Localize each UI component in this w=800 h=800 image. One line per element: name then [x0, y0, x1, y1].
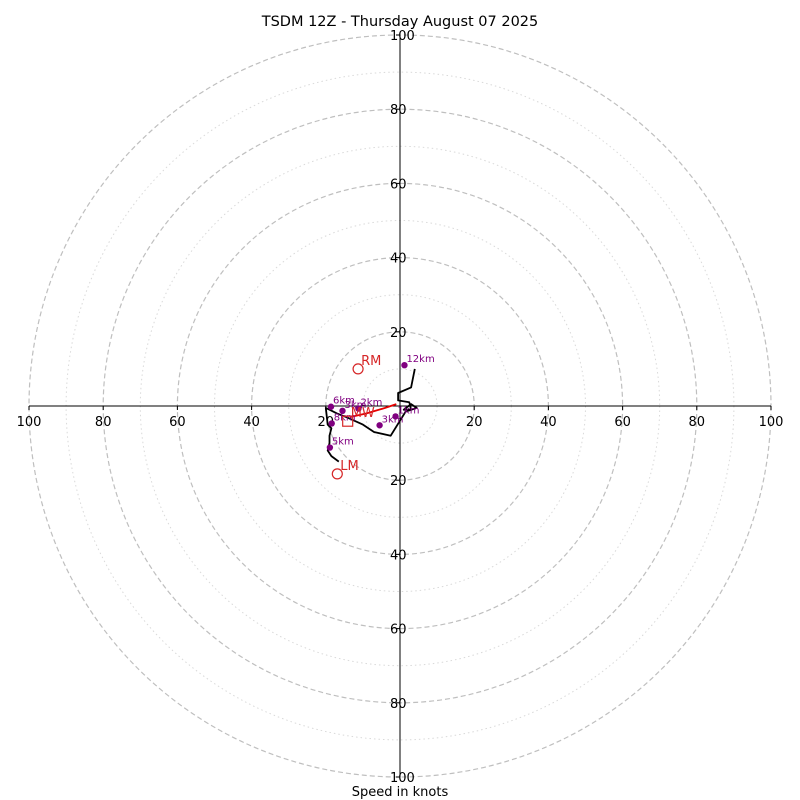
height-marker-dot	[401, 361, 408, 369]
x-tick-label: 100	[17, 415, 42, 430]
storm-motion-marker	[331, 468, 343, 480]
y-tick-label: 100	[390, 771, 415, 786]
storm-motion-marker	[352, 363, 364, 375]
height-marker-label: 3km	[344, 400, 366, 411]
y-tick-label: 100	[390, 29, 415, 44]
height-marker-dot	[328, 420, 335, 427]
height-marker-label: 2km	[360, 398, 382, 409]
x-tick-label: 60	[614, 415, 631, 430]
height-marker-label: 8km	[334, 412, 356, 423]
y-tick-label: 60	[390, 623, 407, 638]
y-tick-label: 80	[390, 103, 407, 118]
y-tick-label: 40	[390, 548, 407, 563]
wind-traces	[324, 368, 418, 463]
height-marker-dot	[327, 403, 335, 410]
storm-motion-label: RM	[361, 354, 381, 369]
tick-labels: 1001008080606040402020202040406060808010…	[17, 29, 784, 786]
x-tick-label: 80	[95, 415, 112, 430]
height-marker-dot	[326, 444, 334, 451]
y-tick-label: 20	[390, 326, 407, 341]
height-marker-label: 12km	[406, 354, 434, 365]
y-tick-label: 60	[390, 177, 407, 192]
mean-wind-marker	[342, 415, 354, 427]
height-marker-dot	[355, 405, 362, 412]
x-tick-label: 20	[466, 415, 483, 430]
height-marker-dot	[392, 413, 399, 420]
x-tick-label: 80	[689, 415, 706, 430]
storm-motion-label: MW	[351, 406, 375, 421]
x-tick-label: 40	[540, 415, 557, 430]
x-tick-label: 100	[759, 415, 784, 430]
x-axis-label: Speed in knots	[352, 785, 449, 800]
low-level-shear-segment	[349, 403, 397, 418]
storm-motion-label: LM	[340, 459, 358, 474]
y-tick-label: 20	[390, 474, 407, 489]
height-marker-label: 3km	[382, 414, 404, 425]
height-marker-label: 1km	[398, 405, 420, 416]
height-marker-label: 6km	[333, 396, 355, 407]
hodograph-trace	[324, 368, 418, 463]
x-tick-label: 40	[243, 415, 260, 430]
storm-motion-markers: RM LM MW	[331, 354, 381, 480]
height-marker-dot	[339, 407, 346, 415]
height-marker-label: 5km	[332, 437, 354, 448]
y-tick-label: 40	[390, 252, 407, 267]
y-tick-label: 80	[390, 697, 407, 712]
chart-title: TSDM 12Z - Thursday August 07 2025	[261, 14, 539, 30]
height-marker-dot	[376, 422, 383, 429]
x-tick-label: 60	[169, 415, 186, 430]
axes	[29, 35, 771, 777]
